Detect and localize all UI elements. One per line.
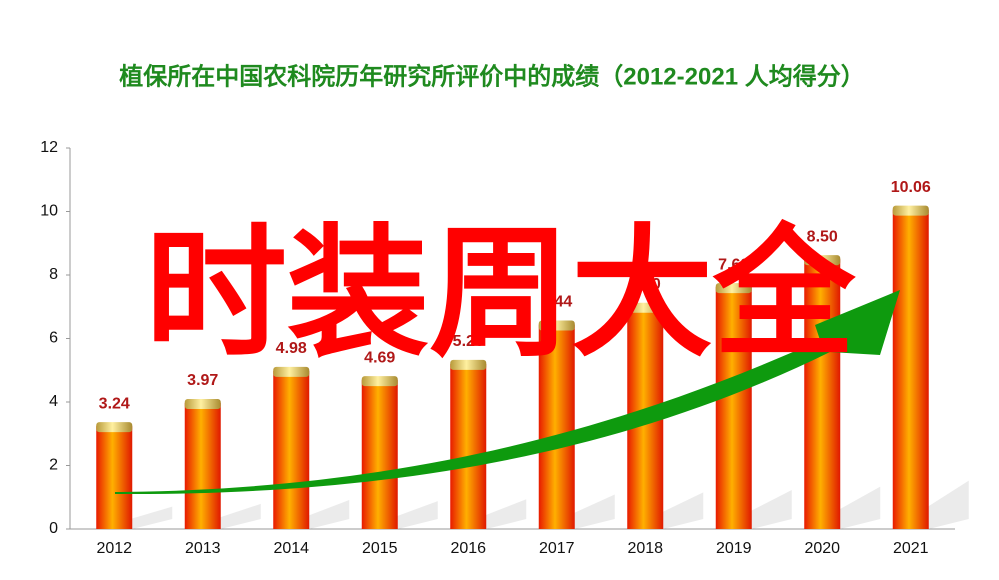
bar-cap <box>450 359 487 370</box>
value-label: 8.50 <box>807 228 838 245</box>
value-label: 3.97 <box>187 372 218 389</box>
bar-cap <box>361 376 398 387</box>
bar <box>892 209 929 529</box>
bar-shadow <box>184 503 261 529</box>
x-tick-label: 2012 <box>96 540 132 557</box>
x-tick-label: 2014 <box>273 540 309 557</box>
bar-cap <box>538 320 575 331</box>
x-tick-label: 2019 <box>716 540 752 557</box>
bar-shadow <box>273 500 350 529</box>
x-tick-label: 2017 <box>539 540 575 557</box>
bar <box>184 402 221 529</box>
bar-shadow <box>96 506 173 529</box>
bar <box>715 287 752 529</box>
bar-shadow <box>715 489 792 529</box>
value-label: 10.06 <box>891 179 931 196</box>
bar-cap <box>892 205 929 216</box>
bar-cap <box>96 422 133 433</box>
y-tick-label: 0 <box>49 520 58 537</box>
y-tick-label: 6 <box>49 330 58 347</box>
value-label: 7.00 <box>630 276 661 293</box>
x-tick-label: 2018 <box>627 540 663 557</box>
value-label: 4.98 <box>276 340 307 357</box>
bar <box>804 259 841 529</box>
x-tick-label: 2013 <box>185 540 221 557</box>
y-tick-label: 8 <box>49 266 58 283</box>
value-label: 3.24 <box>99 395 130 412</box>
watermark: 时装周大全 <box>145 215 856 374</box>
bar-cap <box>273 366 310 377</box>
bar-cap <box>804 255 841 266</box>
bar-cap <box>627 302 664 313</box>
value-label: 7.62 <box>718 256 749 273</box>
bar <box>538 324 575 529</box>
x-tick-label: 2021 <box>893 540 929 557</box>
bar <box>450 363 487 529</box>
value-label: 5.20 <box>453 333 484 350</box>
bar-cap <box>715 283 752 294</box>
x-tick-label: 2016 <box>450 540 486 557</box>
bar-cap <box>184 398 221 409</box>
y-tick-label: 10 <box>40 203 58 220</box>
x-tick-label: 2015 <box>362 540 398 557</box>
bar <box>96 426 133 529</box>
bar <box>273 370 310 529</box>
bar <box>361 380 398 529</box>
value-label: 6.44 <box>541 294 572 311</box>
value-label: 4.69 <box>364 349 395 366</box>
trend-arrow <box>115 290 900 495</box>
y-tick-label: 12 <box>40 139 58 156</box>
x-tick-label: 2020 <box>804 540 840 557</box>
chart-title: 植保所在中国农科院历年研究所评价中的成绩（2012-2021 人均得分） <box>119 62 864 90</box>
y-tick-label: 2 <box>49 457 58 474</box>
y-tick-label: 4 <box>49 393 58 410</box>
